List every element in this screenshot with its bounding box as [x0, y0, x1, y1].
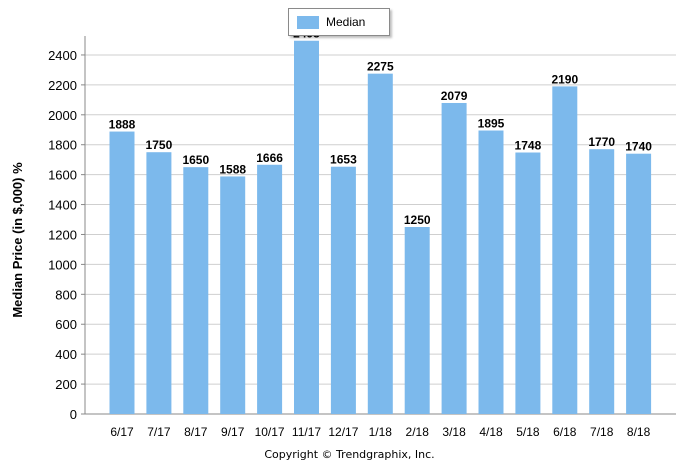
- bar: [441, 102, 467, 414]
- data-label: 2079: [441, 89, 468, 103]
- y-tick-label: 800: [55, 287, 77, 302]
- x-tick-label: 5/18: [516, 425, 540, 439]
- y-tick-label: 0: [70, 407, 77, 422]
- data-label: 1650: [182, 153, 209, 167]
- x-tick-label: 6/17: [110, 425, 134, 439]
- bar: [589, 149, 615, 414]
- x-tick-label: 7/17: [147, 425, 171, 439]
- bar: [257, 164, 283, 414]
- bar: [183, 167, 209, 414]
- x-tick-label: 8/17: [184, 425, 208, 439]
- bar: [478, 130, 504, 414]
- y-axis-label: Median Price (in $,000) %: [10, 162, 25, 318]
- x-tick-labels: 6/17 7/17 8/17 9/17 10/17 11/17 12/17 1/18 2/18 3…: [110, 425, 650, 439]
- bar: [109, 131, 135, 414]
- data-label: 1740: [625, 140, 652, 154]
- data-label: 1588: [219, 162, 246, 176]
- y-tick-label: 1000: [48, 257, 77, 272]
- y-tick-label: 200: [55, 377, 77, 392]
- legend-label: Median: [326, 15, 366, 29]
- data-label: 1666: [256, 151, 283, 165]
- x-tick-label: 12/17: [328, 425, 358, 439]
- bar: [552, 86, 578, 414]
- y-tick-label: 1800: [48, 138, 77, 153]
- data-label: 1653: [330, 153, 357, 167]
- bar: [146, 152, 172, 414]
- y-tick-label: 600: [55, 317, 77, 332]
- y-tick-label: 2200: [48, 78, 77, 93]
- x-tick-label: 7/18: [590, 425, 614, 439]
- data-label: 1250: [404, 213, 431, 227]
- bars: [109, 40, 652, 415]
- bar: [220, 176, 246, 414]
- data-label: 1888: [109, 118, 136, 132]
- data-label: 1750: [146, 138, 173, 152]
- bar: [294, 40, 319, 415]
- x-tick-label: 8/18: [627, 425, 651, 439]
- x-tick-label: 10/17: [255, 425, 285, 439]
- x-tick-label: 3/18: [442, 425, 466, 439]
- bar: [404, 227, 430, 414]
- y-tick-label: 2400: [48, 48, 77, 63]
- bar: [515, 152, 541, 414]
- x-tick-label: 2/18: [406, 425, 430, 439]
- y-tick-labels: 0 200 400 600 800 1000 1200 1400 1600 1800 2000 220…: [48, 48, 77, 422]
- y-tick-label: 1200: [48, 227, 77, 242]
- legend: Median: [288, 8, 390, 36]
- data-label: 2190: [551, 72, 578, 86]
- data-label: 2275: [367, 60, 394, 74]
- x-tick-label: 4/18: [479, 425, 503, 439]
- legend-swatch: [297, 16, 319, 29]
- y-tick-label: 1600: [48, 168, 77, 183]
- y-tick-label: 1400: [48, 198, 77, 213]
- data-label: 1770: [588, 135, 615, 149]
- y-tick-label: 400: [55, 347, 77, 362]
- data-label: 1748: [515, 138, 542, 152]
- data-label: 1895: [478, 117, 505, 131]
- x-tick-label: 1/18: [369, 425, 393, 439]
- y-tick-label: 2000: [48, 108, 77, 123]
- data-labels: 1888175016501588166624951653227512502079…: [109, 27, 653, 227]
- x-tick-label: 6/18: [553, 425, 577, 439]
- bar: [626, 153, 652, 415]
- x-tick-label: 11/17: [292, 425, 321, 439]
- copyright-footer: Copyright © Trendgraphix, Inc.: [264, 448, 435, 461]
- bar: [367, 73, 393, 414]
- bar: [330, 166, 356, 414]
- x-tick-label: 9/17: [221, 425, 245, 439]
